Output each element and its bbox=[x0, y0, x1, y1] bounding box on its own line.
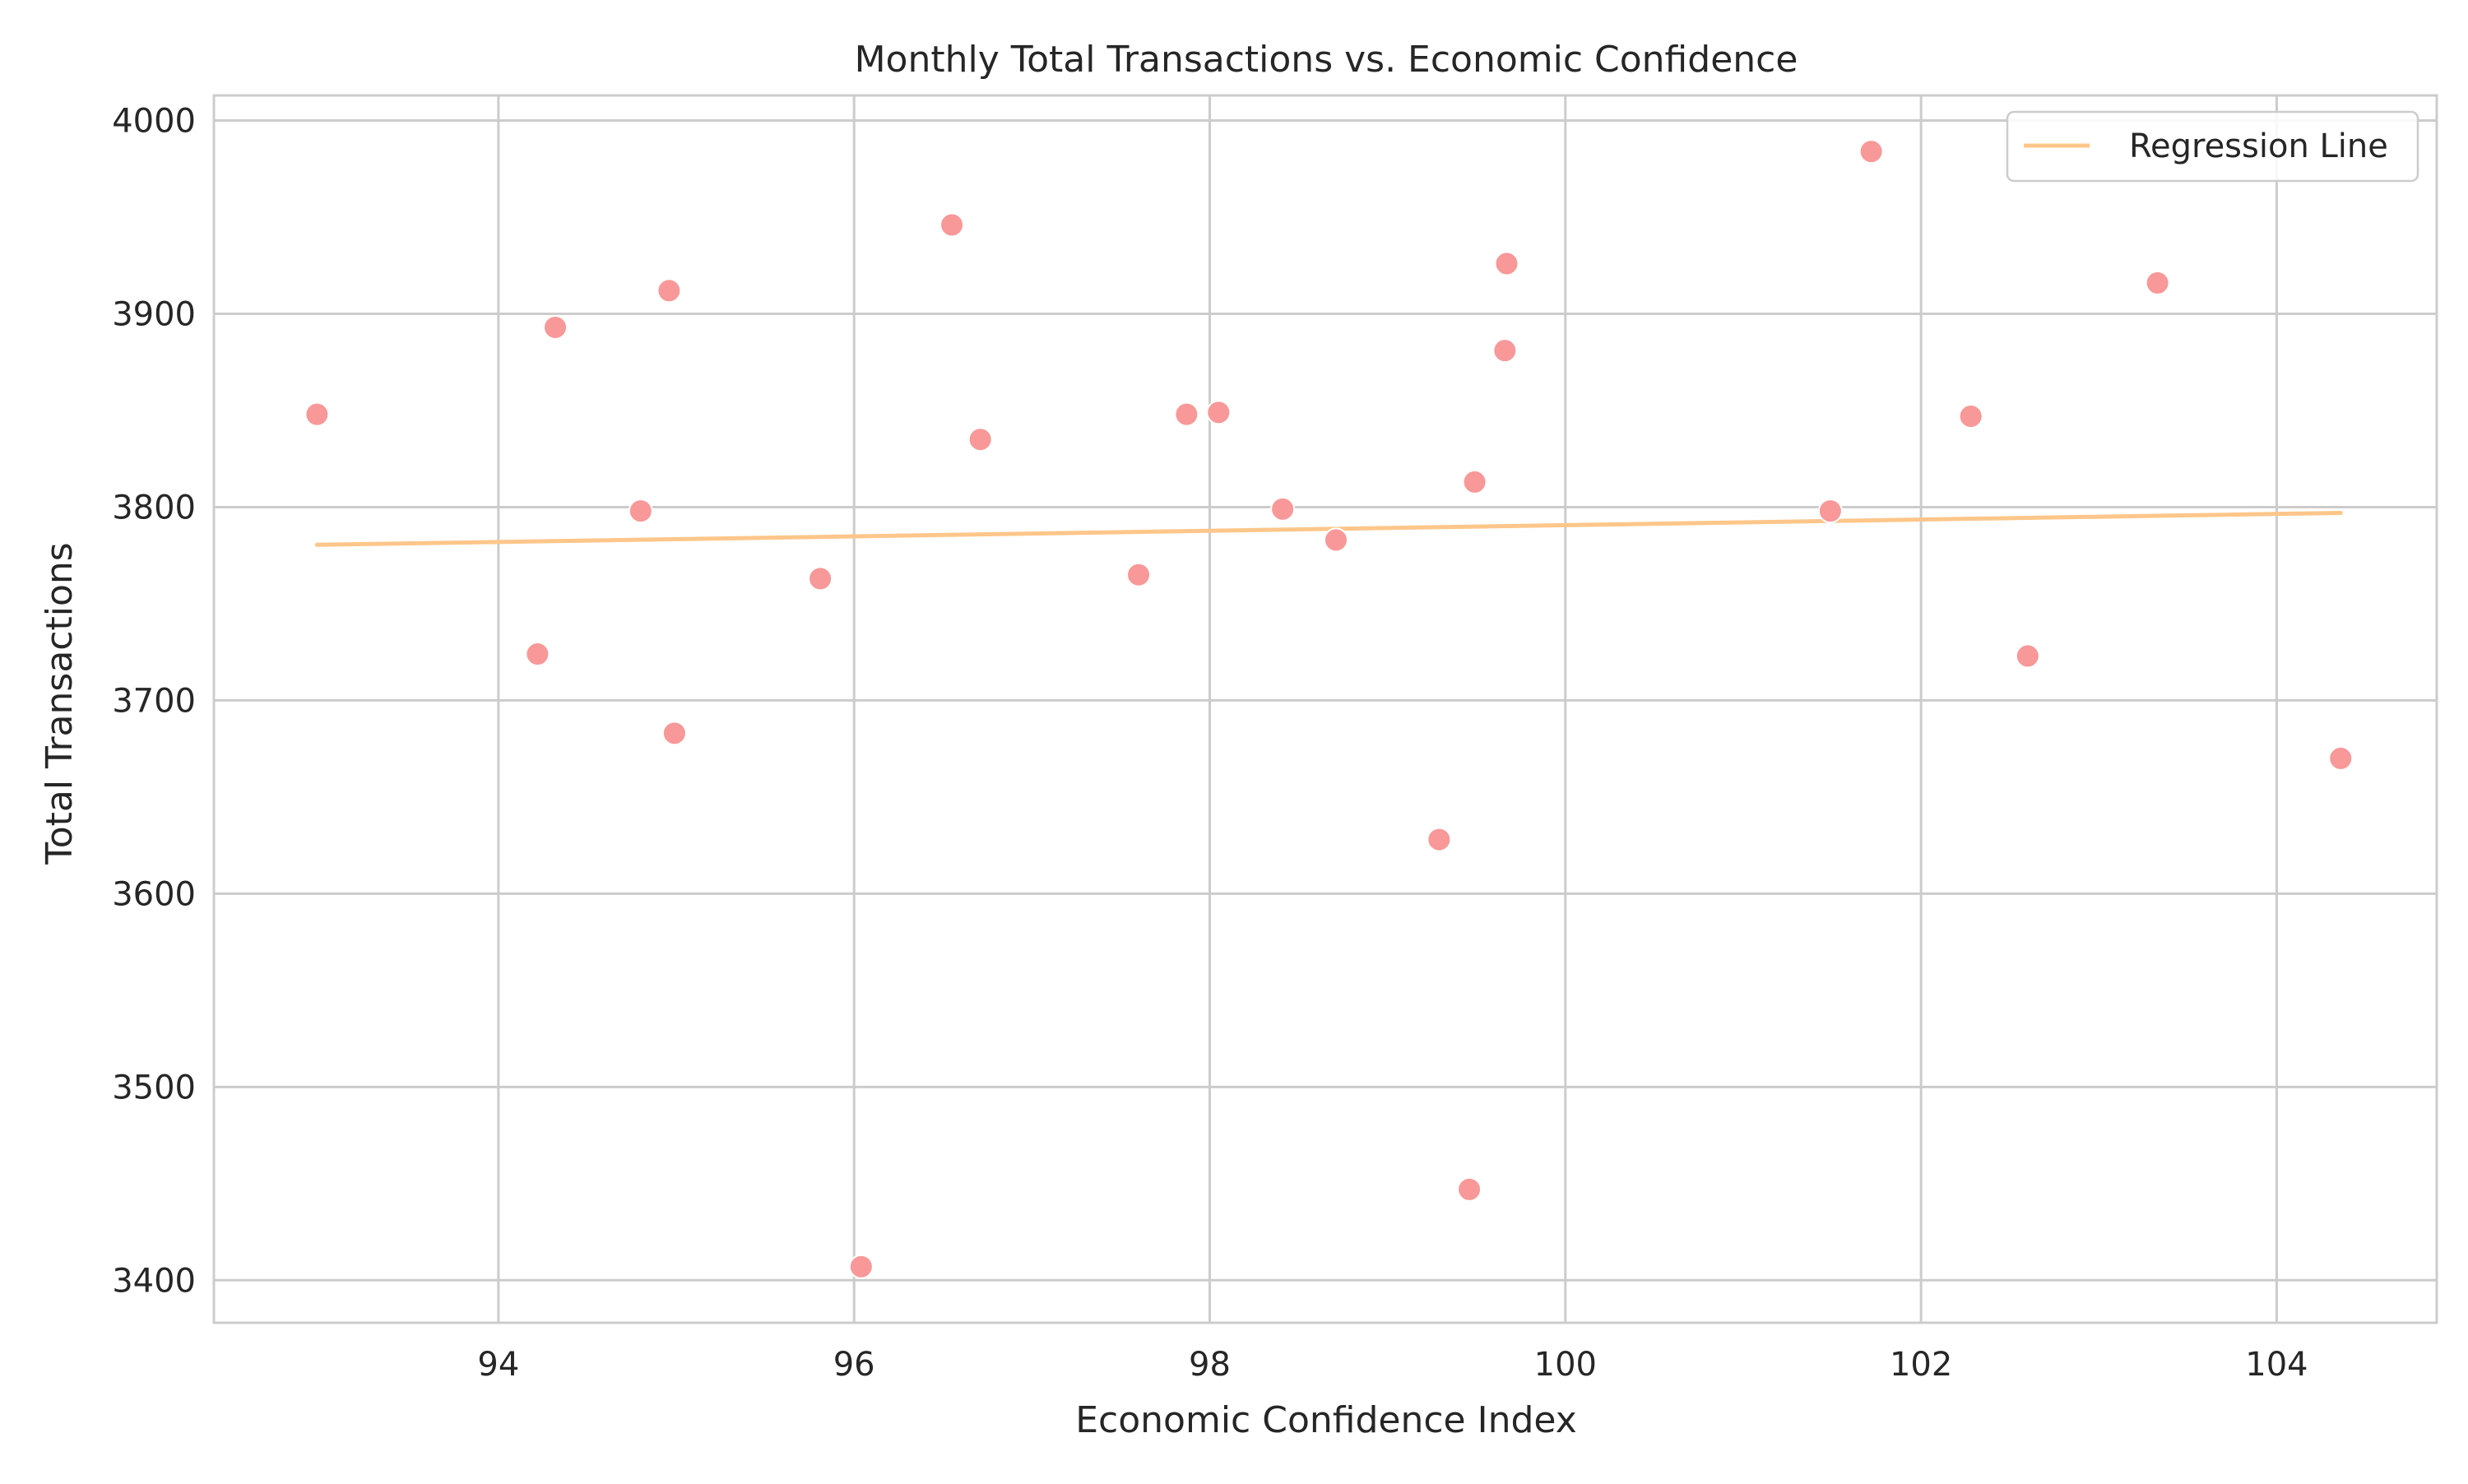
data-point bbox=[1126, 562, 1152, 587]
y-tick-labels: 3400 3500 3600 3700 3800 3900 4000 bbox=[112, 103, 196, 1301]
data-point bbox=[1817, 499, 1843, 524]
data-point bbox=[1494, 251, 1519, 276]
data-point bbox=[848, 1254, 874, 1279]
y-tick-label: 3700 bbox=[112, 682, 196, 720]
legend-box bbox=[2006, 110, 2419, 183]
regression-line-layer bbox=[314, 511, 2343, 547]
x-tick-label: 102 bbox=[1890, 1346, 1952, 1384]
data-point bbox=[661, 721, 687, 746]
data-point bbox=[1270, 496, 1296, 522]
x-tick-label: 94 bbox=[477, 1346, 519, 1384]
legend: Regression Line bbox=[2006, 110, 2419, 183]
data-point bbox=[939, 212, 965, 238]
data-point bbox=[808, 566, 833, 591]
data-point bbox=[1462, 469, 1487, 494]
legend-label-regression-line: Regression Line bbox=[2129, 128, 2388, 165]
chart-title: Monthly Total Transactions vs. Economic … bbox=[855, 39, 1798, 81]
data-point bbox=[1457, 1176, 1482, 1202]
x-axis-label: Economic Confidence Index bbox=[1075, 1399, 1577, 1441]
data-point bbox=[656, 278, 682, 304]
x-tick-labels: 94 96 98 100 102 104 bbox=[477, 1346, 2308, 1384]
x-tick-label: 96 bbox=[833, 1346, 875, 1384]
data-point bbox=[628, 499, 653, 524]
data-point bbox=[1858, 139, 1884, 165]
y-tick-label: 3400 bbox=[112, 1262, 196, 1300]
x-tick-label: 100 bbox=[1534, 1346, 1597, 1384]
data-point bbox=[1206, 400, 1232, 425]
data-point bbox=[1427, 827, 1452, 852]
y-tick-label: 3900 bbox=[112, 296, 196, 334]
data-point bbox=[543, 314, 568, 340]
data-point bbox=[525, 642, 550, 667]
x-tick-label: 104 bbox=[2245, 1346, 2308, 1384]
data-point bbox=[1174, 401, 1199, 427]
data-point bbox=[1958, 404, 1983, 429]
y-axis-label: Total Transactions bbox=[39, 542, 81, 865]
regression-line bbox=[314, 511, 2343, 547]
data-points bbox=[304, 139, 2354, 1279]
y-tick-label: 3800 bbox=[112, 489, 196, 526]
y-tick-label: 3600 bbox=[112, 875, 196, 913]
data-point bbox=[2328, 745, 2354, 771]
data-point bbox=[1492, 338, 1518, 364]
data-point bbox=[304, 401, 330, 427]
data-point bbox=[967, 427, 993, 452]
y-tick-label: 3500 bbox=[112, 1069, 196, 1106]
data-point bbox=[2145, 270, 2170, 295]
plot-frame bbox=[212, 94, 2438, 1324]
y-tick-label: 4000 bbox=[112, 103, 196, 141]
x-tick-label: 98 bbox=[1189, 1346, 1231, 1384]
data-point bbox=[1323, 527, 1348, 553]
data-point bbox=[2015, 643, 2040, 669]
